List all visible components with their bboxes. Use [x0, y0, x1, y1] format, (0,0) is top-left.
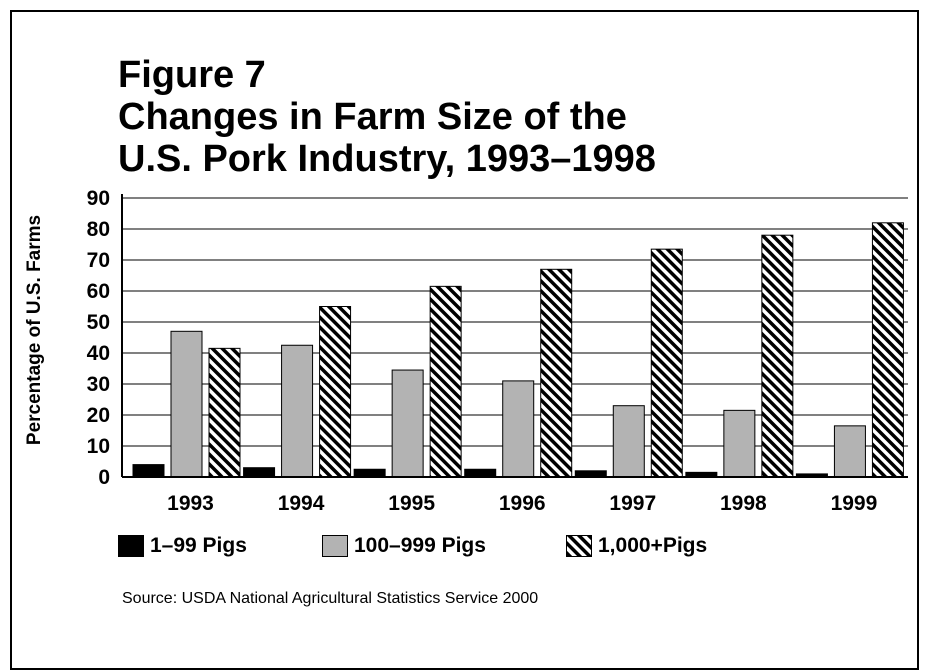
bar-1997-series-3 — [650, 248, 683, 478]
y-tick-label-90: 90 — [87, 187, 110, 210]
source-note: Source: USDA National Agricultural Stati… — [122, 590, 539, 607]
title-line-3: U.S. Pork Industry, 1993–1998 — [118, 138, 656, 180]
legend-label-1000-plus: 1,000+Pigs — [598, 534, 708, 557]
bar-1995-series-2 — [391, 369, 424, 478]
bar-1994-series-2 — [281, 344, 314, 478]
bar-1993-series-2 — [170, 330, 203, 478]
legend-item-1000-plus: 1,000+Pigs — [566, 534, 707, 558]
title-line-2: Changes in Farm Size of the — [118, 96, 627, 138]
axes — [121, 194, 908, 478]
bars — [132, 222, 904, 478]
y-tick-label-80: 80 — [87, 218, 110, 241]
x-tick-label-1998: 1998 — [720, 492, 767, 515]
bar-1998-series-2 — [723, 409, 756, 478]
y-tick-label-40: 40 — [87, 342, 110, 365]
figure-title: Figure 7 Changes in Farm Size of the U.S… — [118, 54, 656, 180]
legend-item-1-99: 1–99 Pigs — [118, 534, 247, 558]
bar-1999-series-3 — [871, 222, 904, 478]
legend-swatch-1000-plus — [566, 535, 592, 557]
x-tick-label-1996: 1996 — [499, 492, 546, 515]
x-tick-label-1997: 1997 — [609, 492, 656, 515]
y-tick-label-0: 0 — [98, 466, 110, 489]
y-tick-label-60: 60 — [87, 280, 110, 303]
bar-1996-series-1 — [464, 468, 497, 478]
y-tick-label-20: 20 — [87, 404, 110, 427]
bar-1996-series-2 — [502, 380, 535, 478]
y-tick-labels: 0 10 20 30 40 50 60 70 80 90 — [87, 187, 110, 489]
bar-1996-series-3 — [540, 268, 573, 478]
bar-1997-series-2 — [612, 405, 645, 478]
y-tick-label-50: 50 — [87, 311, 110, 334]
y-tick-label-30: 30 — [87, 373, 110, 396]
bar-1993-series-3 — [208, 347, 241, 478]
legend-label-1-99: 1–99 Pigs — [150, 534, 247, 557]
x-tick-label-1995: 1995 — [388, 492, 435, 515]
x-tick-labels: 1993 1994 1995 1996 1997 1998 1999 — [167, 492, 877, 515]
legend-swatch-1-99 — [118, 535, 144, 557]
x-tick-label-1999: 1999 — [831, 492, 878, 515]
y-tick-label-70: 70 — [87, 249, 110, 272]
x-tick-label-1993: 1993 — [167, 492, 214, 515]
legend-item-100-999: 100–999 Pigs — [322, 534, 486, 558]
bar-1993-series-1 — [132, 464, 165, 478]
bar-1995-series-3 — [429, 285, 462, 478]
x-tick-label-1994: 1994 — [278, 492, 325, 515]
bar-1994-series-3 — [319, 306, 352, 478]
bar-1995-series-1 — [353, 468, 386, 478]
legend-label-100-999: 100–999 Pigs — [354, 534, 486, 557]
title-line-1: Figure 7 — [118, 54, 266, 96]
y-tick-label-10: 10 — [87, 435, 110, 458]
bar-1998-series-3 — [761, 234, 794, 478]
bar-1994-series-1 — [243, 467, 276, 478]
bar-chart: 0 10 20 30 40 50 60 70 80 90 1993 1994 1995 1996 1997… — [24, 187, 908, 515]
bar-1999-series-2 — [833, 425, 866, 478]
y-axis-label: Percentage of U.S. Farms — [24, 215, 45, 445]
legend-swatch-100-999 — [322, 535, 348, 557]
